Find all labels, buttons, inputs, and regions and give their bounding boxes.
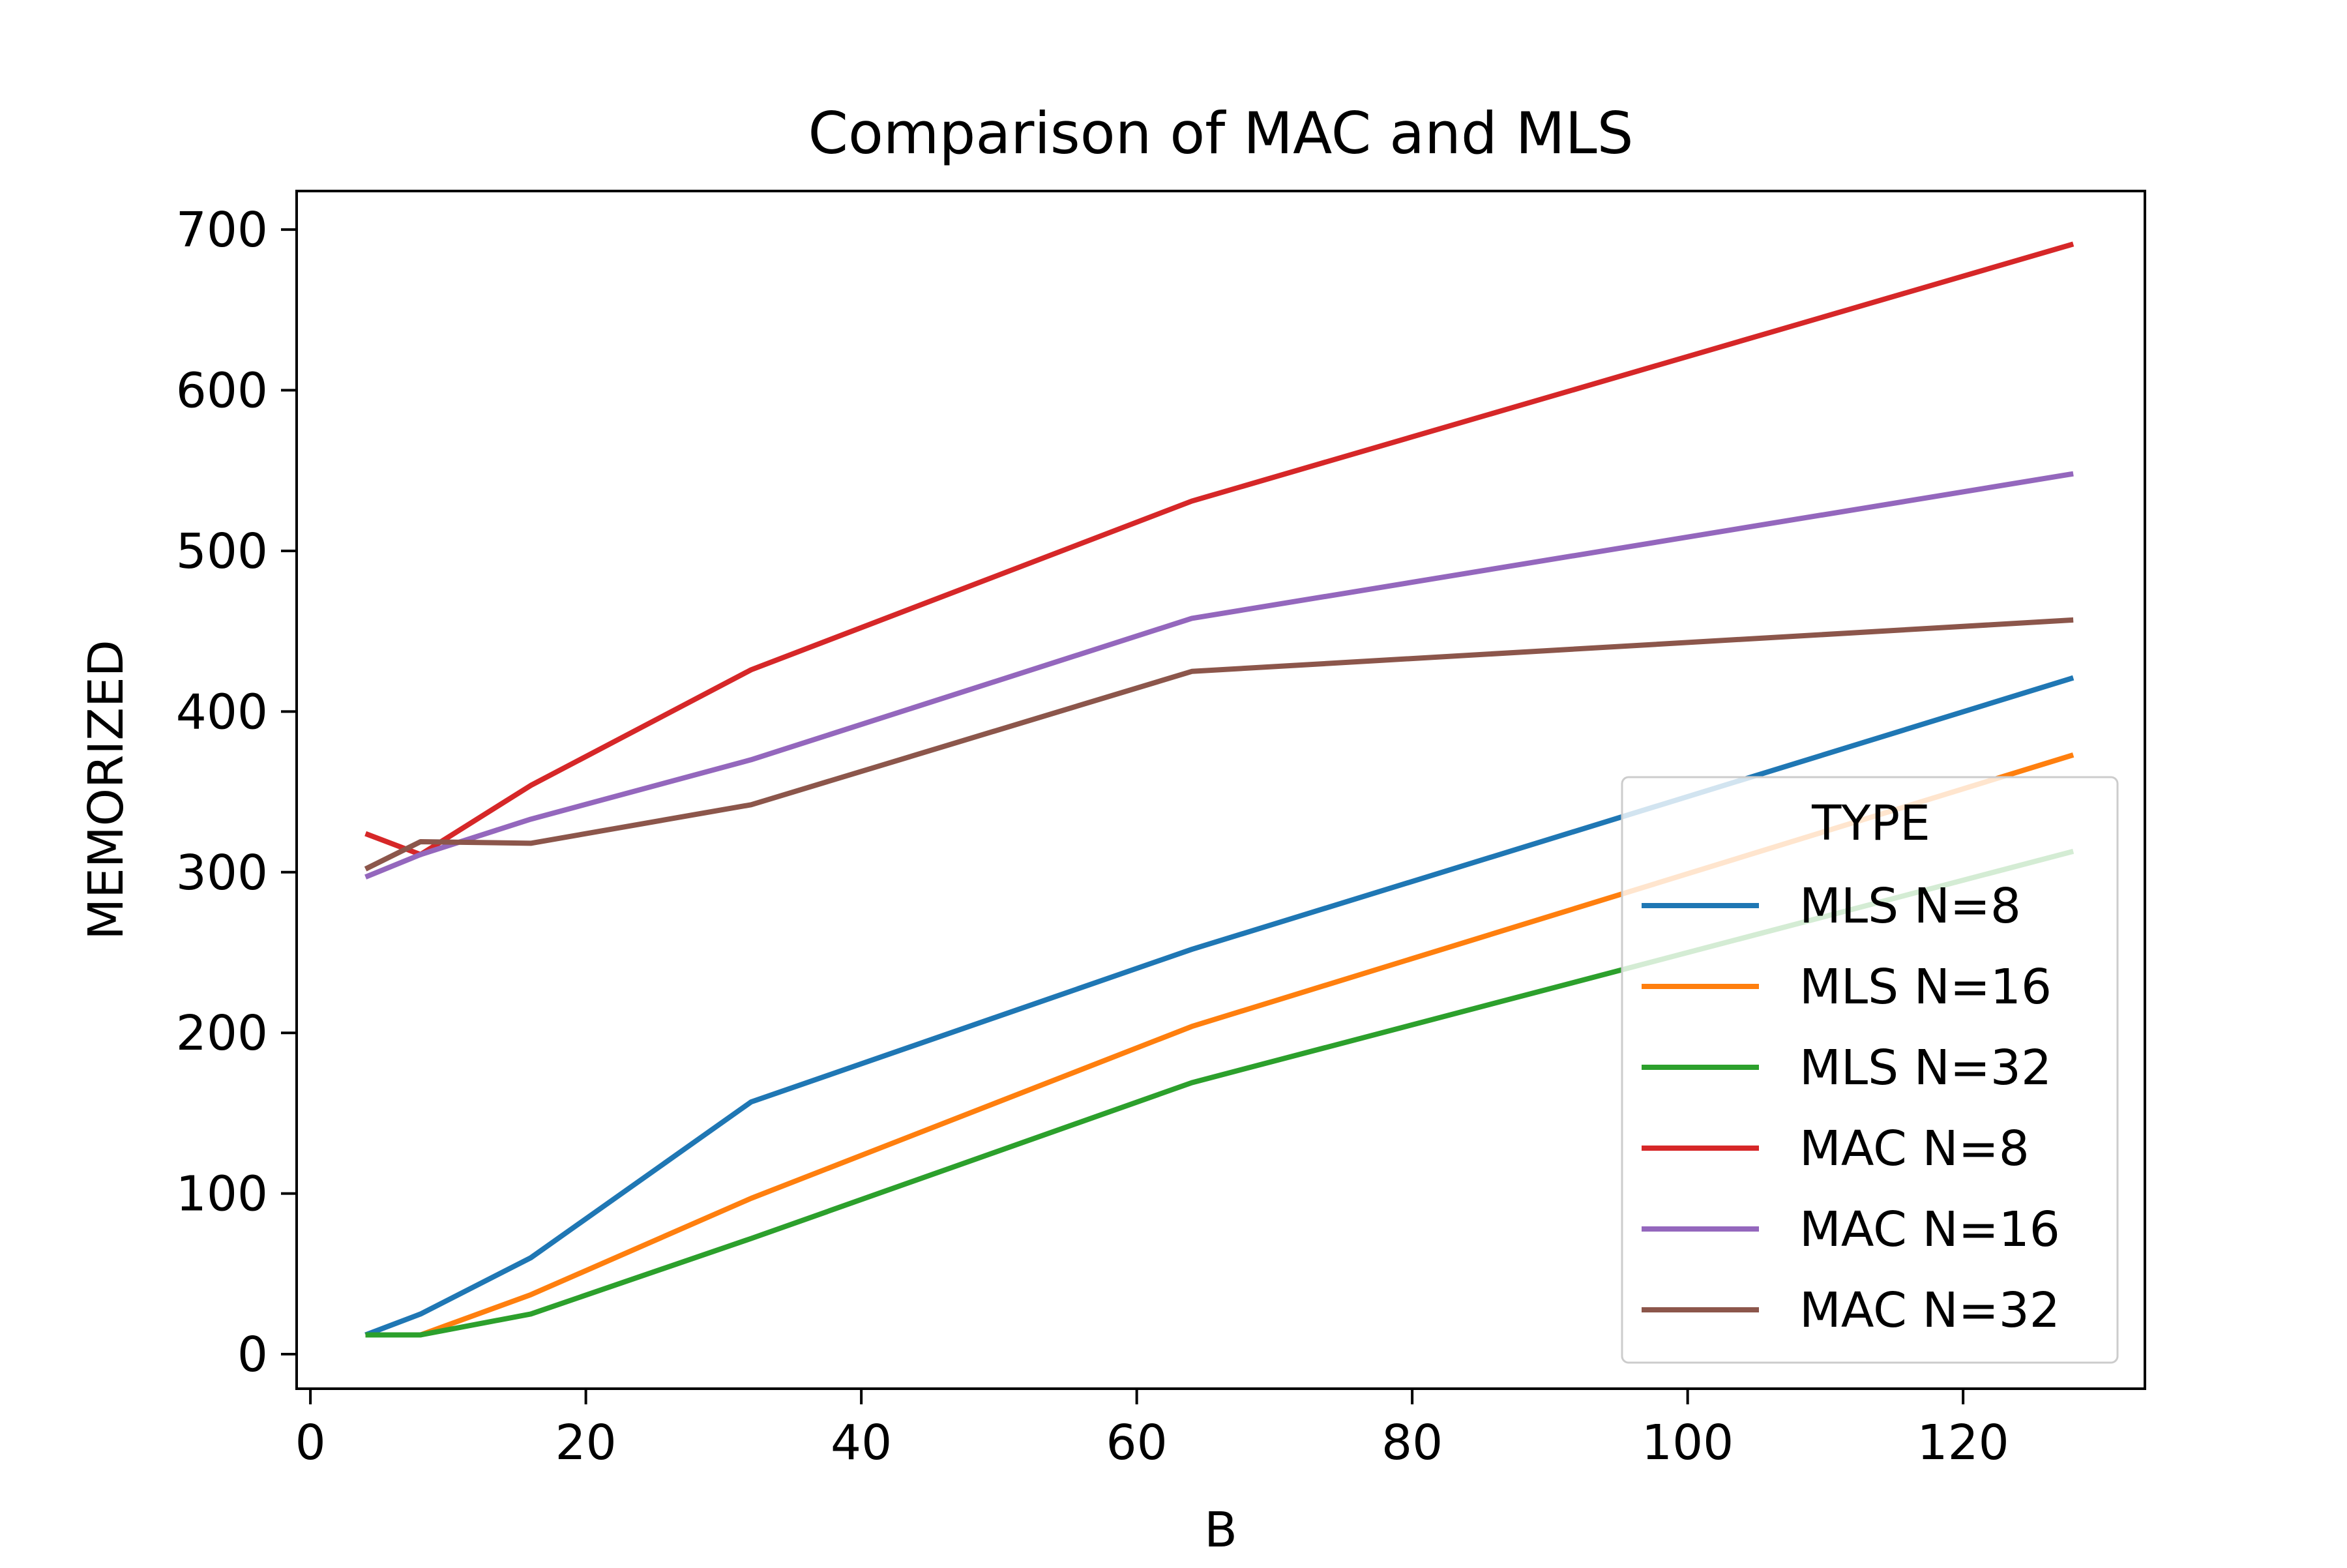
legend-label: MLS N=32: [1799, 1040, 2052, 1096]
y-tick-label: 600: [176, 363, 268, 419]
y-tick-label: 200: [176, 1005, 268, 1061]
y-axis: 0 100 200 300 400 500 600 700: [176, 202, 297, 1383]
x-axis-label: B: [1204, 1502, 1237, 1558]
x-tick-label: 40: [831, 1415, 892, 1471]
series-line-mls-n-8: [364, 675, 2074, 1338]
chart-title: Comparison of MAC and MLS: [808, 100, 1634, 167]
legend-label: MAC N=32: [1799, 1282, 2060, 1339]
x-axis: 0 20 40 60 80 100 120: [295, 1389, 2009, 1471]
legend-label: MLS N=8: [1799, 878, 2021, 934]
y-tick-label: 500: [176, 524, 268, 580]
y-tick-label: 400: [176, 684, 268, 740]
x-tick-label: 20: [555, 1415, 617, 1471]
plot-frame: [295, 190, 2146, 1390]
x-tick-label: 100: [1642, 1415, 1734, 1471]
y-tick-label: 700: [176, 202, 268, 258]
series-line-mac-n-8: [364, 241, 2074, 857]
series-line-mls-n-32: [365, 848, 2074, 1338]
plot-lines: [364, 241, 2074, 1338]
x-tick-label: 80: [1381, 1415, 1443, 1471]
legend-label: MLS N=16: [1799, 959, 2052, 1015]
y-tick-label: 300: [176, 845, 268, 901]
series-line-mac-n-32: [364, 617, 2074, 872]
legend-title: TYPE: [1811, 795, 1930, 851]
x-tick-label: 60: [1106, 1415, 1168, 1471]
legend: TYPE MLS N=8 MLS N=16 MLS N=32 MAC N=8 MAC N…: [1621, 776, 2119, 1364]
legend-items: MLS N=8 MLS N=16 MLS N=32 MAC N=8 MAC N=16 MA…: [1642, 878, 2060, 1339]
legend-label: MAC N=16: [1799, 1202, 2060, 1258]
x-tick-label: 0: [295, 1415, 326, 1471]
series-line-mac-n-16: [364, 471, 2074, 880]
legend-label: MAC N=8: [1799, 1121, 2030, 1177]
y-tick-label: 100: [176, 1166, 268, 1222]
y-axis-label: MEMORIZED: [78, 640, 134, 939]
x-tick-label: 120: [1917, 1415, 2009, 1471]
y-tick-label: 0: [237, 1327, 268, 1383]
legend-box: [1621, 776, 2119, 1364]
